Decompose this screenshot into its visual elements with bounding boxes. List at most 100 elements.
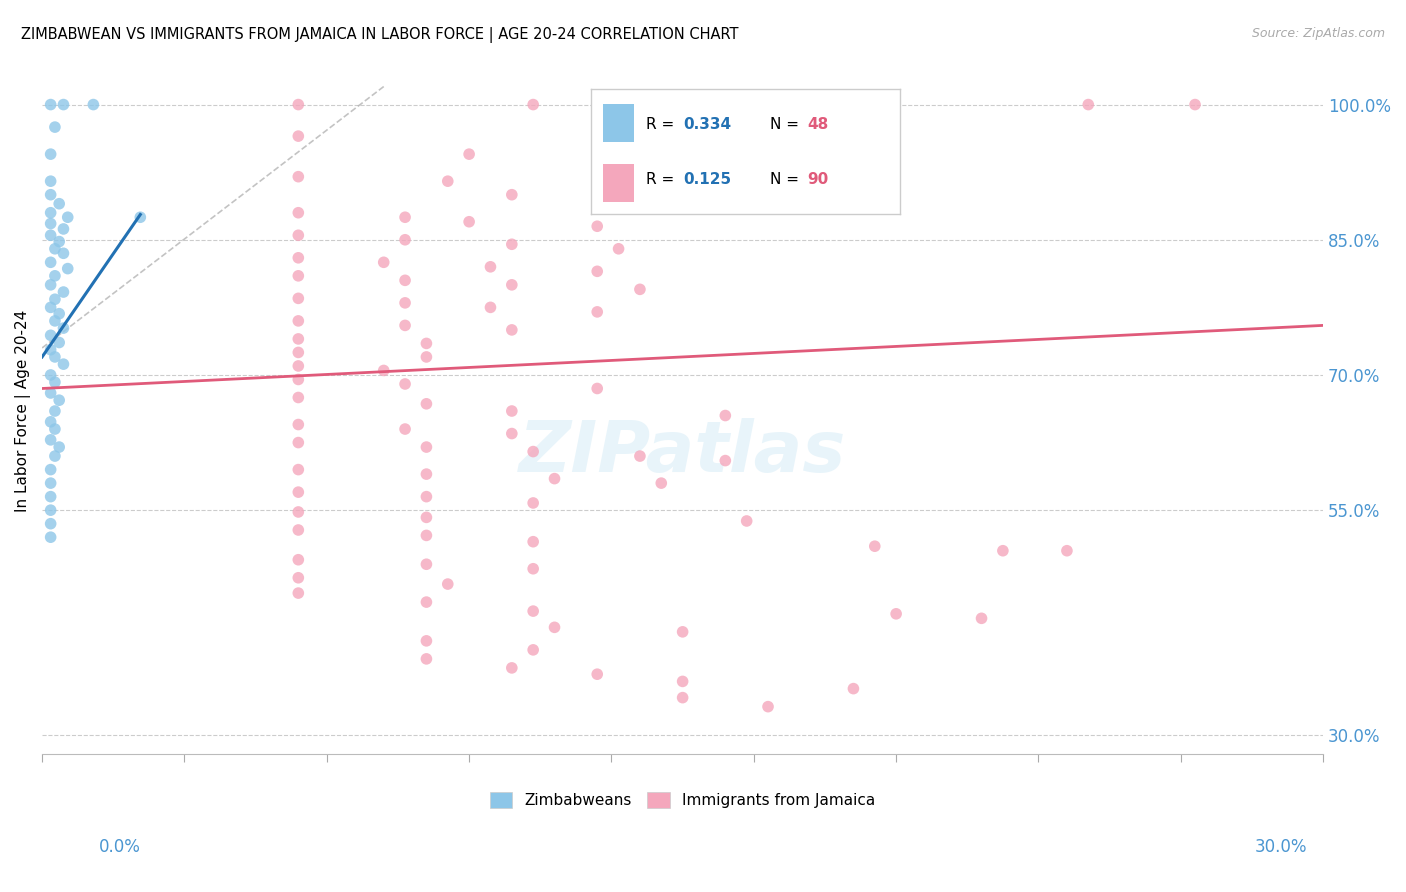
Point [39, 503, 62, 517]
Point [458, 147, 481, 161]
Point [373, 255, 395, 269]
Point [287, 332, 309, 346]
Point [586, 667, 609, 681]
Text: R =: R = [647, 171, 679, 186]
Point [287, 391, 309, 405]
Point [39, 386, 62, 401]
FancyBboxPatch shape [603, 164, 634, 202]
Point [436, 577, 458, 591]
Point [39, 97, 62, 112]
Text: Source: ZipAtlas.com: Source: ZipAtlas.com [1251, 27, 1385, 40]
Point [287, 417, 309, 432]
Point [56, 211, 79, 225]
Point [39, 530, 62, 544]
Point [287, 268, 309, 283]
Point [394, 422, 416, 436]
Point [287, 485, 309, 500]
Point [39, 174, 62, 188]
Point [39, 217, 62, 231]
Point [394, 211, 416, 225]
Point [970, 611, 993, 625]
Point [39, 255, 62, 269]
Point [39, 147, 62, 161]
Point [415, 633, 437, 648]
Y-axis label: In Labor Force | Age 20-24: In Labor Force | Age 20-24 [15, 310, 31, 512]
Point [501, 404, 523, 418]
Point [522, 444, 544, 458]
Point [394, 296, 416, 310]
Point [1056, 543, 1078, 558]
Point [44, 404, 66, 418]
Point [522, 496, 544, 510]
Point [287, 291, 309, 305]
Point [842, 681, 865, 696]
Point [714, 453, 737, 467]
Point [287, 553, 309, 567]
Point [415, 595, 437, 609]
Point [287, 505, 309, 519]
Point [52, 321, 75, 335]
Point [415, 467, 437, 482]
Point [287, 571, 309, 585]
Point [394, 273, 416, 287]
Point [672, 690, 695, 705]
Point [39, 187, 62, 202]
Text: N =: N = [770, 117, 804, 132]
Point [44, 422, 66, 436]
Point [287, 314, 309, 328]
Point [39, 415, 62, 429]
Point [48, 440, 70, 454]
Point [287, 251, 309, 265]
Point [586, 264, 609, 278]
Point [415, 490, 437, 504]
Point [586, 382, 609, 396]
Point [672, 674, 695, 689]
Point [56, 261, 79, 276]
Point [287, 435, 309, 450]
Point [52, 285, 75, 299]
Point [48, 335, 70, 350]
Point [501, 661, 523, 675]
Point [501, 277, 523, 292]
Point [756, 699, 779, 714]
Point [287, 586, 309, 600]
Point [522, 534, 544, 549]
Point [436, 174, 458, 188]
Point [39, 277, 62, 292]
Point [415, 397, 437, 411]
Point [394, 233, 416, 247]
Point [394, 376, 416, 391]
Text: 90: 90 [807, 171, 828, 186]
Point [628, 192, 651, 206]
Point [39, 476, 62, 491]
Point [501, 323, 523, 337]
Point [501, 187, 523, 202]
Point [1184, 97, 1206, 112]
Point [44, 314, 66, 328]
Point [287, 462, 309, 476]
Point [394, 318, 416, 333]
Text: ZIMBABWEAN VS IMMIGRANTS FROM JAMAICA IN LABOR FORCE | AGE 20-24 CORRELATION CHA: ZIMBABWEAN VS IMMIGRANTS FROM JAMAICA IN… [21, 27, 738, 43]
Point [39, 228, 62, 243]
Point [48, 393, 70, 408]
Point [39, 433, 62, 447]
Point [373, 363, 395, 377]
Point [543, 472, 565, 486]
Point [44, 268, 66, 283]
Point [39, 516, 62, 531]
Point [1077, 97, 1099, 112]
Point [52, 222, 75, 236]
Point [501, 237, 523, 252]
Text: 0.125: 0.125 [683, 171, 731, 186]
Point [522, 562, 544, 576]
Point [628, 282, 651, 296]
Point [129, 211, 152, 225]
Text: R =: R = [647, 117, 679, 132]
Point [44, 292, 66, 306]
Point [991, 543, 1014, 558]
Point [44, 350, 66, 364]
Point [287, 205, 309, 219]
Point [44, 449, 66, 463]
Point [44, 242, 66, 256]
Text: 0.0%: 0.0% [98, 838, 141, 856]
